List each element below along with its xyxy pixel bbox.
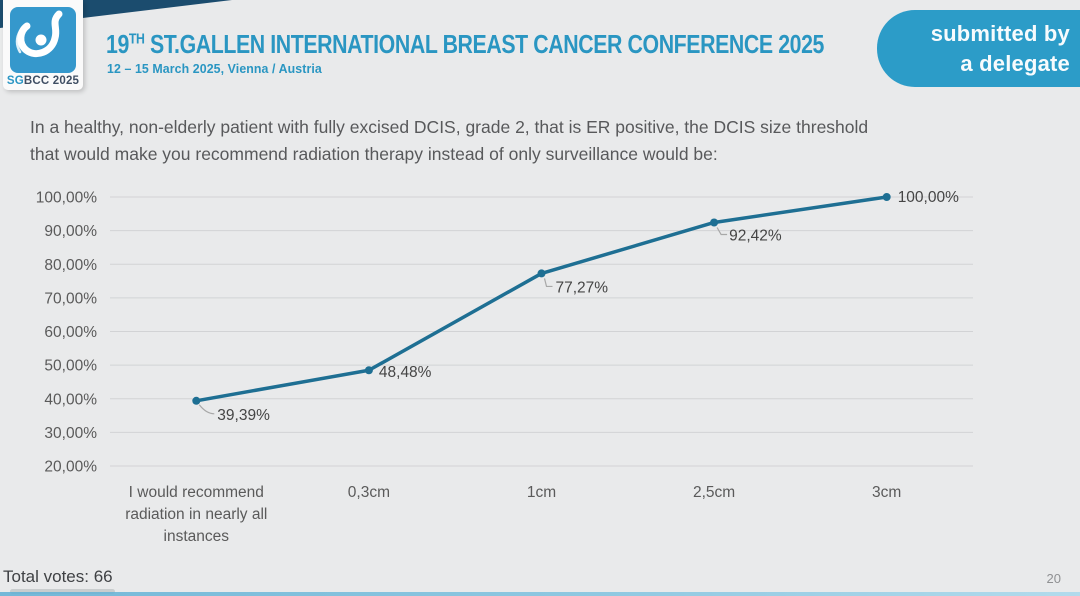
total-votes-label: Total votes: 66 [3,567,113,586]
svg-text:70,00%: 70,00% [44,290,97,307]
logo-sg-text: SG [6,75,24,87]
sgbcc-logo: SGBCC 2025 [3,0,83,90]
svg-text:100,00%: 100,00% [898,189,959,206]
svg-text:80,00%: 80,00% [44,257,97,274]
logo-rest-text: BCC 2025 [23,75,80,87]
svg-text:50,00%: 50,00% [44,358,97,375]
votes-line-chart: 100,00% 90,00% 80,00% 70,00% 60,00% 50,00% 40,… [20,183,980,555]
svg-text:2,5cm: 2,5cm [693,484,735,501]
svg-text:30,00%: 30,00% [44,425,97,442]
bottom-accent-bar [0,592,1080,596]
svg-text:60,00%: 60,00% [44,324,97,341]
svg-text:92,42%: 92,42% [729,227,782,244]
slide-page-number: 20 [1046,571,1061,586]
svg-text:90,00%: 90,00% [44,223,97,240]
svg-text:3cm: 3cm [872,484,901,501]
total-votes-underline [10,589,115,594]
submitted-by-badge: submitted by a delegate [877,10,1080,87]
badge-line-1: submitted by [930,21,1070,46]
breast-glyph-icon [15,10,63,57]
svg-text:39,39%: 39,39% [217,407,270,424]
sgbcc-logo-caption: SGBCC 2025 [3,75,83,87]
conference-title: 19TH ST.GALLEN INTERNATIONAL BREAST CANC… [106,29,824,60]
sgbcc-logo-icon [10,7,76,73]
conference-date-location: 12 – 15 March 2025, Vienna / Austria [107,61,322,76]
svg-text:radiation in nearly all: radiation in nearly all [125,506,267,523]
poll-question: In a healthy, non-elderly patient with f… [30,117,869,164]
badge-line-2: a delegate [960,51,1070,76]
svg-text:100,00%: 100,00% [36,190,97,207]
svg-text:77,27%: 77,27% [556,279,609,296]
svg-text:48,48%: 48,48% [379,364,432,381]
svg-text:1cm: 1cm [527,484,556,501]
title-number: 19 [106,29,129,59]
svg-text:0,3cm: 0,3cm [348,484,390,501]
svg-text:20,00%: 20,00% [44,459,97,476]
title-ordinal: TH [128,30,145,48]
svg-text:instances: instances [164,528,230,545]
svg-text:I would recommend: I would recommend [129,484,264,501]
svg-text:40,00%: 40,00% [44,391,97,408]
title-text: ST.GALLEN INTERNATIONAL BREAST CANCER CO… [144,29,824,59]
